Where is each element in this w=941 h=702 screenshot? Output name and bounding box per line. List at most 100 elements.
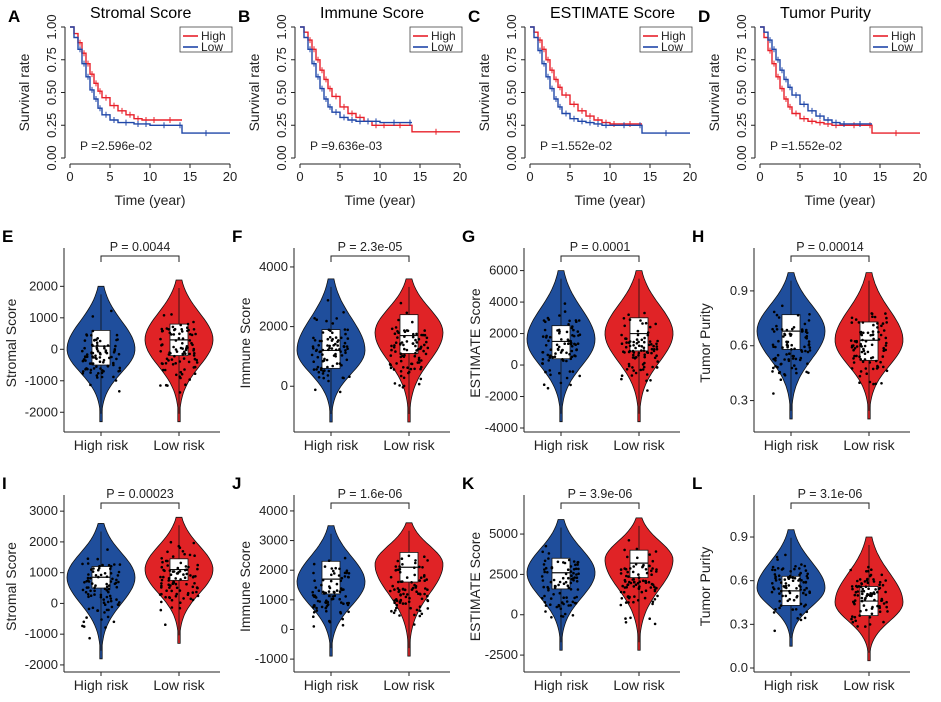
data-point	[876, 326, 879, 329]
data-point	[315, 318, 319, 322]
data-point	[398, 614, 401, 617]
data-point	[406, 593, 409, 596]
data-point	[625, 586, 628, 589]
data-point	[170, 333, 173, 336]
panel-label: D	[698, 7, 710, 26]
data-point	[553, 584, 557, 588]
x-tick-label: Low risk	[153, 437, 205, 453]
data-point	[861, 360, 865, 364]
data-point	[160, 344, 163, 347]
panel-label: K	[462, 474, 475, 493]
data-point	[653, 622, 657, 626]
x-tick-label: 15	[413, 169, 427, 184]
data-point	[312, 360, 316, 364]
data-point	[864, 339, 868, 343]
data-point	[852, 348, 855, 352]
data-point	[85, 355, 89, 359]
data-point	[560, 338, 563, 341]
data-point	[544, 344, 548, 347]
y-tick-label: 0	[51, 595, 58, 610]
data-point	[805, 328, 808, 332]
data-point	[547, 359, 550, 362]
data-point	[627, 364, 631, 368]
data-point	[780, 362, 783, 366]
data-point	[643, 355, 646, 359]
data-point	[779, 604, 783, 607]
data-point	[112, 620, 116, 624]
data-point	[191, 343, 194, 347]
data-point	[637, 576, 641, 579]
data-point	[867, 565, 870, 569]
legend-box	[639, 26, 693, 53]
data-point	[171, 555, 175, 558]
data-point	[782, 335, 785, 338]
y-tick-label: 0.25	[504, 113, 519, 138]
data-point	[189, 333, 192, 336]
data-point	[881, 322, 885, 325]
data-point	[86, 562, 90, 565]
data-point	[570, 574, 573, 577]
data-point	[393, 332, 397, 336]
data-point	[864, 367, 868, 370]
data-point	[196, 563, 199, 567]
y-tick-label: 0.50	[44, 80, 59, 105]
data-point	[400, 557, 404, 560]
data-point	[86, 593, 90, 596]
data-point	[541, 579, 545, 582]
data-point	[569, 565, 573, 568]
data-point	[651, 365, 654, 369]
data-point	[552, 593, 555, 596]
data-point	[777, 587, 780, 590]
data-point	[311, 594, 315, 597]
data-point	[646, 333, 650, 337]
data-point	[174, 594, 178, 598]
data-point	[164, 595, 167, 599]
data-point	[781, 346, 784, 349]
data-point	[401, 587, 405, 591]
y-tick-label: 0.75	[44, 47, 59, 72]
data-point	[803, 564, 807, 568]
data-point	[88, 636, 91, 640]
data-point	[89, 383, 92, 387]
data-point	[98, 356, 102, 359]
data-point	[115, 333, 119, 337]
data-point	[171, 325, 175, 329]
data-point	[558, 371, 561, 375]
data-point	[195, 361, 199, 364]
data-point	[177, 337, 181, 340]
data-point	[414, 559, 417, 562]
data-point	[395, 606, 398, 610]
y-tick-label: 0.25	[734, 113, 749, 138]
y-tick-label: 6000	[489, 263, 518, 278]
data-point	[325, 599, 328, 602]
data-point	[796, 617, 799, 620]
data-point	[548, 369, 552, 372]
x-tick-label: 0	[66, 169, 73, 184]
data-point	[417, 347, 420, 351]
data-point	[783, 358, 786, 361]
data-point	[322, 376, 326, 380]
data-point	[189, 574, 192, 577]
data-point	[566, 568, 570, 571]
legend-label: Low	[891, 40, 913, 54]
data-point	[102, 601, 106, 604]
data-point	[785, 586, 788, 590]
data-point	[85, 334, 89, 337]
data-point	[193, 352, 196, 355]
data-point	[331, 322, 335, 325]
data-point	[328, 586, 332, 590]
data-point	[794, 565, 797, 568]
data-point	[541, 358, 545, 361]
y-tick-label: 0.50	[504, 80, 519, 105]
data-point	[85, 353, 89, 356]
data-point	[785, 353, 788, 356]
data-point	[645, 571, 649, 575]
data-point	[804, 593, 808, 597]
data-point	[808, 349, 812, 352]
data-point	[324, 606, 328, 610]
data-point	[168, 569, 172, 572]
data-point	[340, 336, 343, 340]
data-point	[577, 572, 580, 575]
data-point	[554, 352, 557, 355]
data-point	[850, 316, 854, 320]
